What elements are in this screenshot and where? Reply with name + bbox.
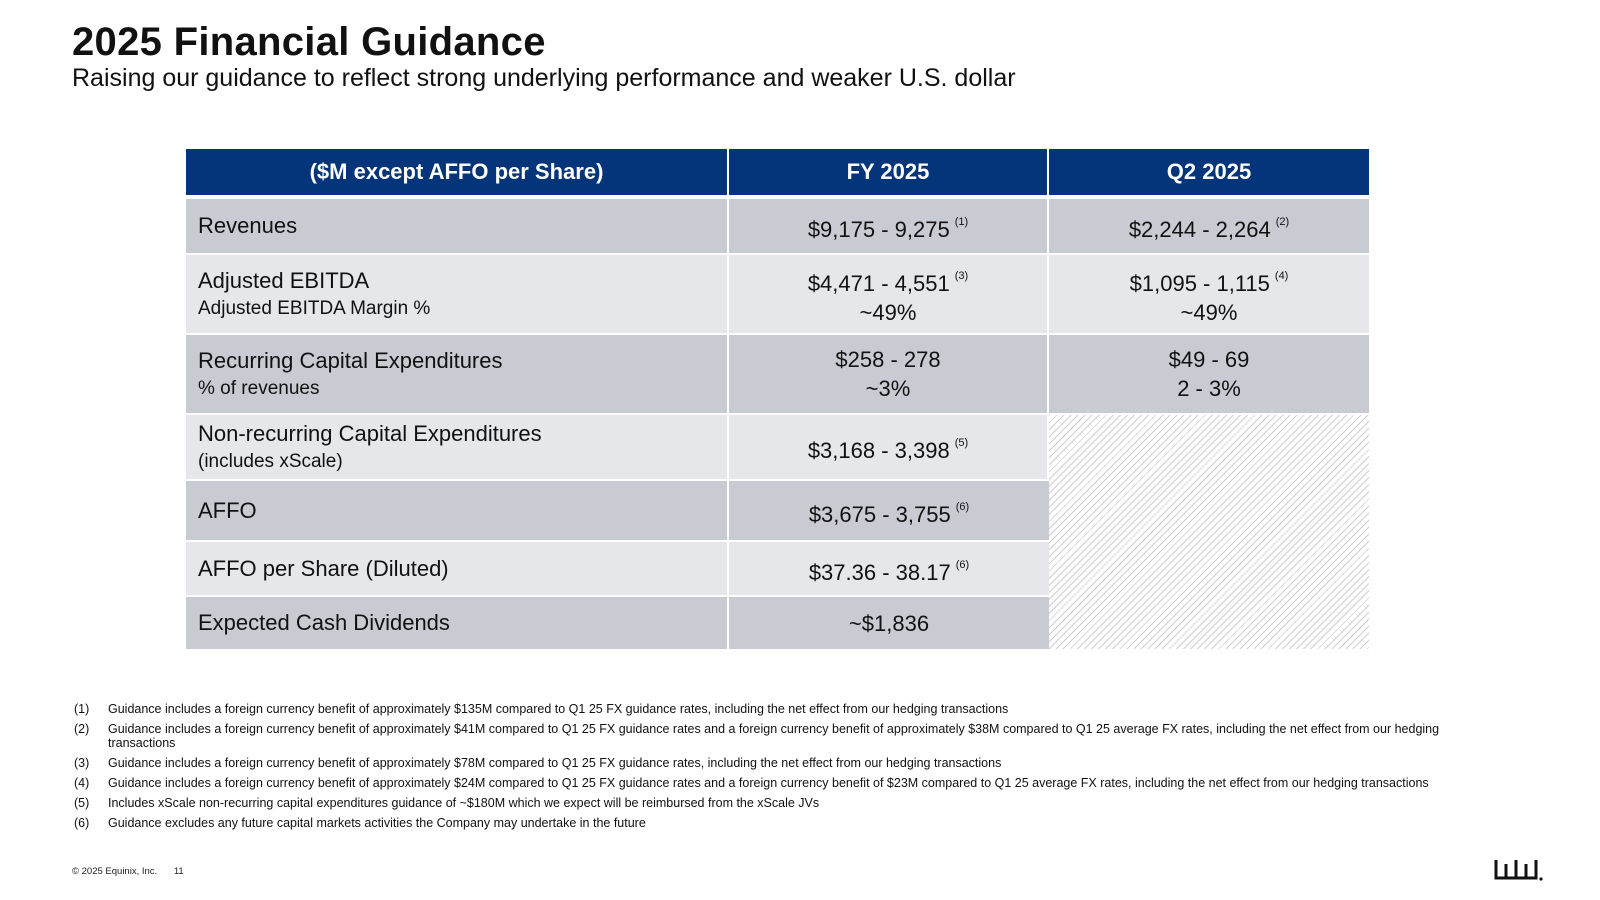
page-subtitle: Raising our guidance to reflect strong u… — [72, 64, 1016, 92]
row-label: Non-recurring Capital Expenditures (incl… — [186, 413, 729, 479]
row-label-text: Revenues — [198, 213, 298, 238]
row-label: Revenues — [186, 195, 729, 253]
footnote-text: Guidance includes a foreign currency ben… — [108, 722, 1440, 750]
q2-value-cell: $49 - 69 2 - 3% — [1049, 333, 1369, 413]
footnote-number: (4) — [74, 776, 90, 790]
q2-value-cell: $2,244 - 2,264 (2) — [1049, 195, 1369, 253]
table-row-affo: AFFO $3,675 - 3,755 (6) — [186, 479, 1369, 540]
fy-value-cell: $37.36 - 38.17 (6) — [729, 540, 1049, 595]
footnote-text: Guidance includes a foreign currency ben… — [108, 776, 1429, 790]
column-header-fy2025: FY 2025 — [729, 149, 1049, 195]
q2-subvalue: 2 - 3% — [1177, 376, 1241, 401]
row-label: Expected Cash Dividends — [186, 595, 729, 649]
row-label: AFFO per Share (Diluted) — [186, 540, 729, 595]
fy-value-cell: $258 - 278 ~3% — [729, 333, 1049, 413]
footnote-item: (2) Guidance includes a foreign currency… — [74, 722, 1494, 750]
footnote-item: (4) Guidance includes a foreign currency… — [74, 776, 1494, 790]
row-label: AFFO — [186, 479, 729, 540]
footnote-number: (5) — [74, 796, 90, 810]
footnote-item: (6) Guidance excludes any future capital… — [74, 816, 1494, 830]
row-label-text: Recurring Capital Expenditures — [198, 348, 503, 373]
footnote-number: (2) — [74, 722, 90, 736]
footnote-number: (1) — [74, 702, 90, 716]
q2-value: $2,244 - 2,264 — [1128, 217, 1271, 242]
fy-value: $258 - 278 — [835, 347, 941, 372]
fy-value-cell: $4,471 - 4,551 (3) ~49% — [729, 253, 1049, 333]
column-header-metric: ($M except AFFO per Share) — [186, 149, 729, 195]
footnote-ref: (6) — [955, 558, 970, 571]
row-label-text: Expected Cash Dividends — [198, 610, 450, 635]
fy-value: $3,168 - 3,398 — [807, 438, 950, 463]
footnote-number: (6) — [74, 816, 90, 830]
fy-subvalue: ~3% — [865, 376, 911, 401]
row-label-text: Non-recurring Capital Expenditures — [198, 421, 542, 446]
fy-value: $9,175 - 9,275 — [807, 217, 950, 242]
column-header-q2-2025: Q2 2025 — [1049, 149, 1369, 195]
table-row-nonrecurring-capex: Non-recurring Capital Expenditures (incl… — [186, 413, 1369, 649]
table-row-adjusted-ebitda: Adjusted EBITDA Adjusted EBITDA Margin %… — [186, 253, 1369, 333]
q2-value: $1,095 - 1,115 — [1129, 270, 1270, 296]
fy-value-cell: $3,675 - 3,755 (6) — [729, 479, 1049, 540]
equinix-logo-icon — [1494, 860, 1543, 881]
row-label: Adjusted EBITDA Adjusted EBITDA Margin % — [186, 253, 729, 333]
fy-value: $4,471 - 4,551 — [807, 270, 950, 296]
row-label-text: AFFO — [198, 497, 257, 523]
row-sublabel: % of revenues — [198, 378, 320, 399]
table-row-recurring-capex: Recurring Capital Expenditures % of reve… — [186, 333, 1369, 413]
row-label-text: AFFO per Share (Diluted) — [198, 555, 449, 581]
footnote-number: (3) — [74, 756, 90, 770]
fy-value: $37.36 - 38.17 — [808, 559, 951, 585]
footnote-item: (3) Guidance includes a foreign currency… — [74, 756, 1494, 770]
q2-value: $49 - 69 — [1168, 347, 1250, 372]
footnote-item: (5) Includes xScale non-recurring capita… — [74, 796, 1494, 810]
footnote-ref: (3) — [954, 269, 969, 282]
page-title: 2025 Financial Guidance — [72, 20, 546, 64]
footnote-ref: (4) — [1274, 269, 1289, 282]
row-sublabel: Adjusted EBITDA Margin % — [198, 298, 431, 319]
footnote-ref: (2) — [1275, 216, 1290, 228]
q2-value-cell: $1,095 - 1,115 (4) ~49% — [1049, 253, 1369, 333]
footnote-text: Guidance includes a foreign currency ben… — [108, 756, 1002, 770]
fy-value-cell: $9,175 - 9,275 (1) — [729, 195, 1049, 253]
footnote-text: Guidance includes a foreign currency ben… — [108, 702, 1009, 716]
copyright-text: © 2025 Equinix, Inc. — [72, 866, 158, 877]
q2-subvalue: ~49% — [1180, 299, 1238, 325]
row-sublabel: (includes xScale) — [198, 451, 343, 472]
fy-value-cell: $3,168 - 3,398 (5) — [729, 413, 1049, 479]
row-label-text: Adjusted EBITDA — [198, 268, 370, 293]
table-row-cash-dividends: Expected Cash Dividends ~$1,836 — [186, 595, 1369, 649]
guidance-table: ($M except AFFO per Share) FY 2025 Q2 20… — [186, 149, 1369, 649]
table-header-row: ($M except AFFO per Share) FY 2025 Q2 20… — [186, 149, 1369, 195]
footnotes-list: (1) Guidance includes a foreign currency… — [74, 702, 1494, 836]
row-label: Recurring Capital Expenditures % of reve… — [186, 333, 729, 413]
footnote-item: (1) Guidance includes a foreign currency… — [74, 702, 1494, 716]
fy-value: $3,675 - 3,755 — [808, 501, 951, 527]
table-row-revenues: Revenues $9,175 - 9,275 (1) $2,244 - 2,26… — [186, 195, 1369, 253]
fy-value: ~$1,836 — [848, 610, 930, 636]
page-number: 11 — [173, 866, 184, 877]
footnote-text: Guidance excludes any future capital mar… — [108, 816, 646, 830]
table-row-affo-per-share: AFFO per Share (Diluted) $37.36 - 38.17 (… — [186, 540, 1369, 595]
footnote-ref: (1) — [954, 216, 969, 228]
footnote-text: Includes xScale non-recurring capital ex… — [108, 796, 820, 810]
footnote-ref: (5) — [954, 437, 969, 449]
footnote-ref: (6) — [955, 500, 970, 513]
copyright: © 2025 Equinix, Inc. 11 — [72, 866, 198, 877]
fy-subvalue: ~49% — [859, 299, 917, 325]
q2-not-applicable-hatch — [1049, 413, 1369, 649]
fy-value-cell: ~$1,836 — [729, 595, 1049, 649]
